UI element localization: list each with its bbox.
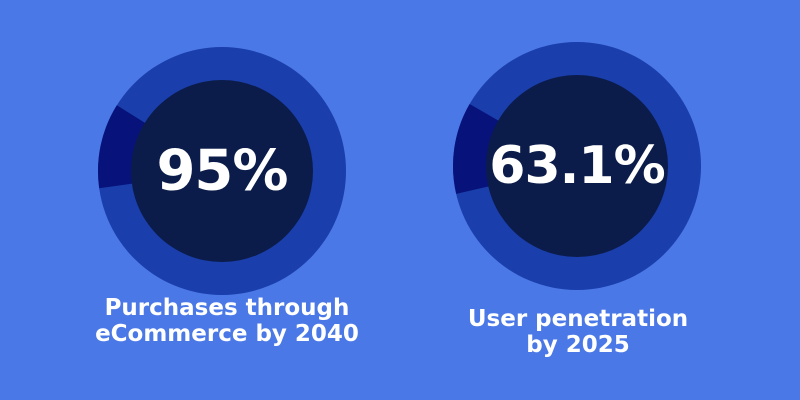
donut-center <box>486 75 668 257</box>
caption-line: eCommerce by 2040 <box>95 321 359 347</box>
donut-value-label: 95% <box>156 139 287 204</box>
caption-ecommerce: Purchases through eCommerce by 2040 <box>77 295 377 347</box>
donut-chart-ecommerce: 95% <box>97 47 346 295</box>
caption-user-penetration: User penetration by 2025 <box>428 306 728 358</box>
donut-center <box>131 80 313 262</box>
caption-line: Purchases through <box>104 295 350 321</box>
donut-chart-user-penetration: 63.1% <box>453 42 701 290</box>
caption-line: by 2025 <box>526 332 630 358</box>
caption-line: User penetration <box>467 306 689 332</box>
donut-value-label: 63.1% <box>489 136 664 196</box>
